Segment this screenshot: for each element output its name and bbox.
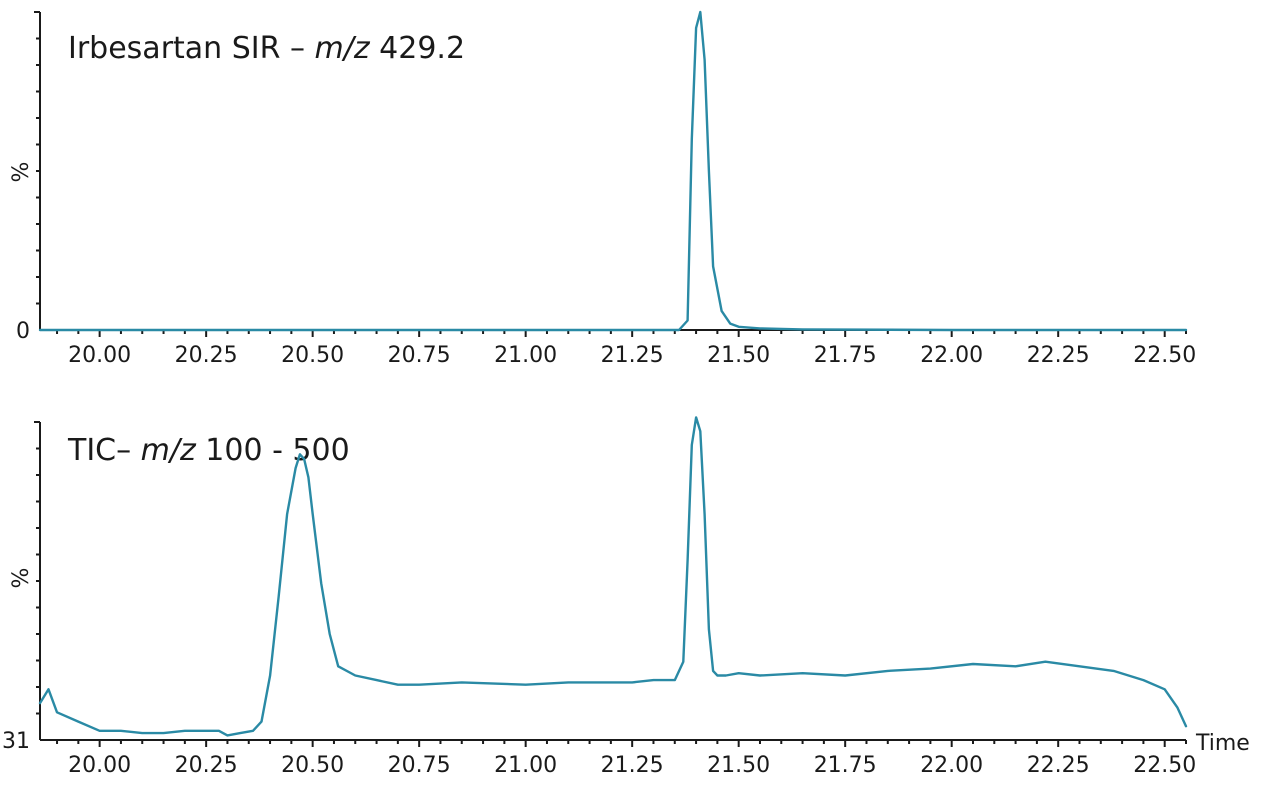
panel-title: Irbesartan SIR – m/z 429.2 [68,31,465,66]
x-tick-label: 21.25 [601,753,664,778]
y-min-label: 31 [2,729,30,754]
x-tick-label: 20.00 [68,343,131,368]
x-tick-label: 20.25 [175,753,238,778]
trace-line-1 [38,10,1188,332]
y-axis-label: % [9,162,34,183]
y-axis-label: % [9,568,34,589]
x-tick-label: 21.50 [707,753,770,778]
x-tick-label: 21.00 [494,753,557,778]
x-tick-label: 21.00 [494,343,557,368]
x-tick-label: 20.00 [68,753,131,778]
x-tick-label: 21.50 [707,343,770,368]
x-tick-label: 22.50 [1133,753,1196,778]
x-tick-label: 22.00 [920,753,983,778]
x-tick-label: 21.75 [814,343,877,368]
x-tick-label: 20.50 [281,753,344,778]
y-min-label: 0 [16,319,30,344]
x-tick-label: 21.75 [814,753,877,778]
x-tick-label: 22.25 [1027,343,1090,368]
x-tick-label: 22.00 [920,343,983,368]
x-tick-label: 20.75 [388,343,451,368]
panel-title: TIC– m/z 100 - 500 [67,433,350,468]
x-axis-label: Time [1195,731,1250,756]
x-tick-label: 22.25 [1027,753,1090,778]
x-tick-label: 20.75 [388,753,451,778]
x-tick-label: 21.25 [601,343,664,368]
x-tick-label: 20.25 [175,343,238,368]
x-tick-label: 20.50 [281,343,344,368]
trace-line-2 [38,416,1188,737]
x-tick-label: 22.50 [1133,343,1196,368]
